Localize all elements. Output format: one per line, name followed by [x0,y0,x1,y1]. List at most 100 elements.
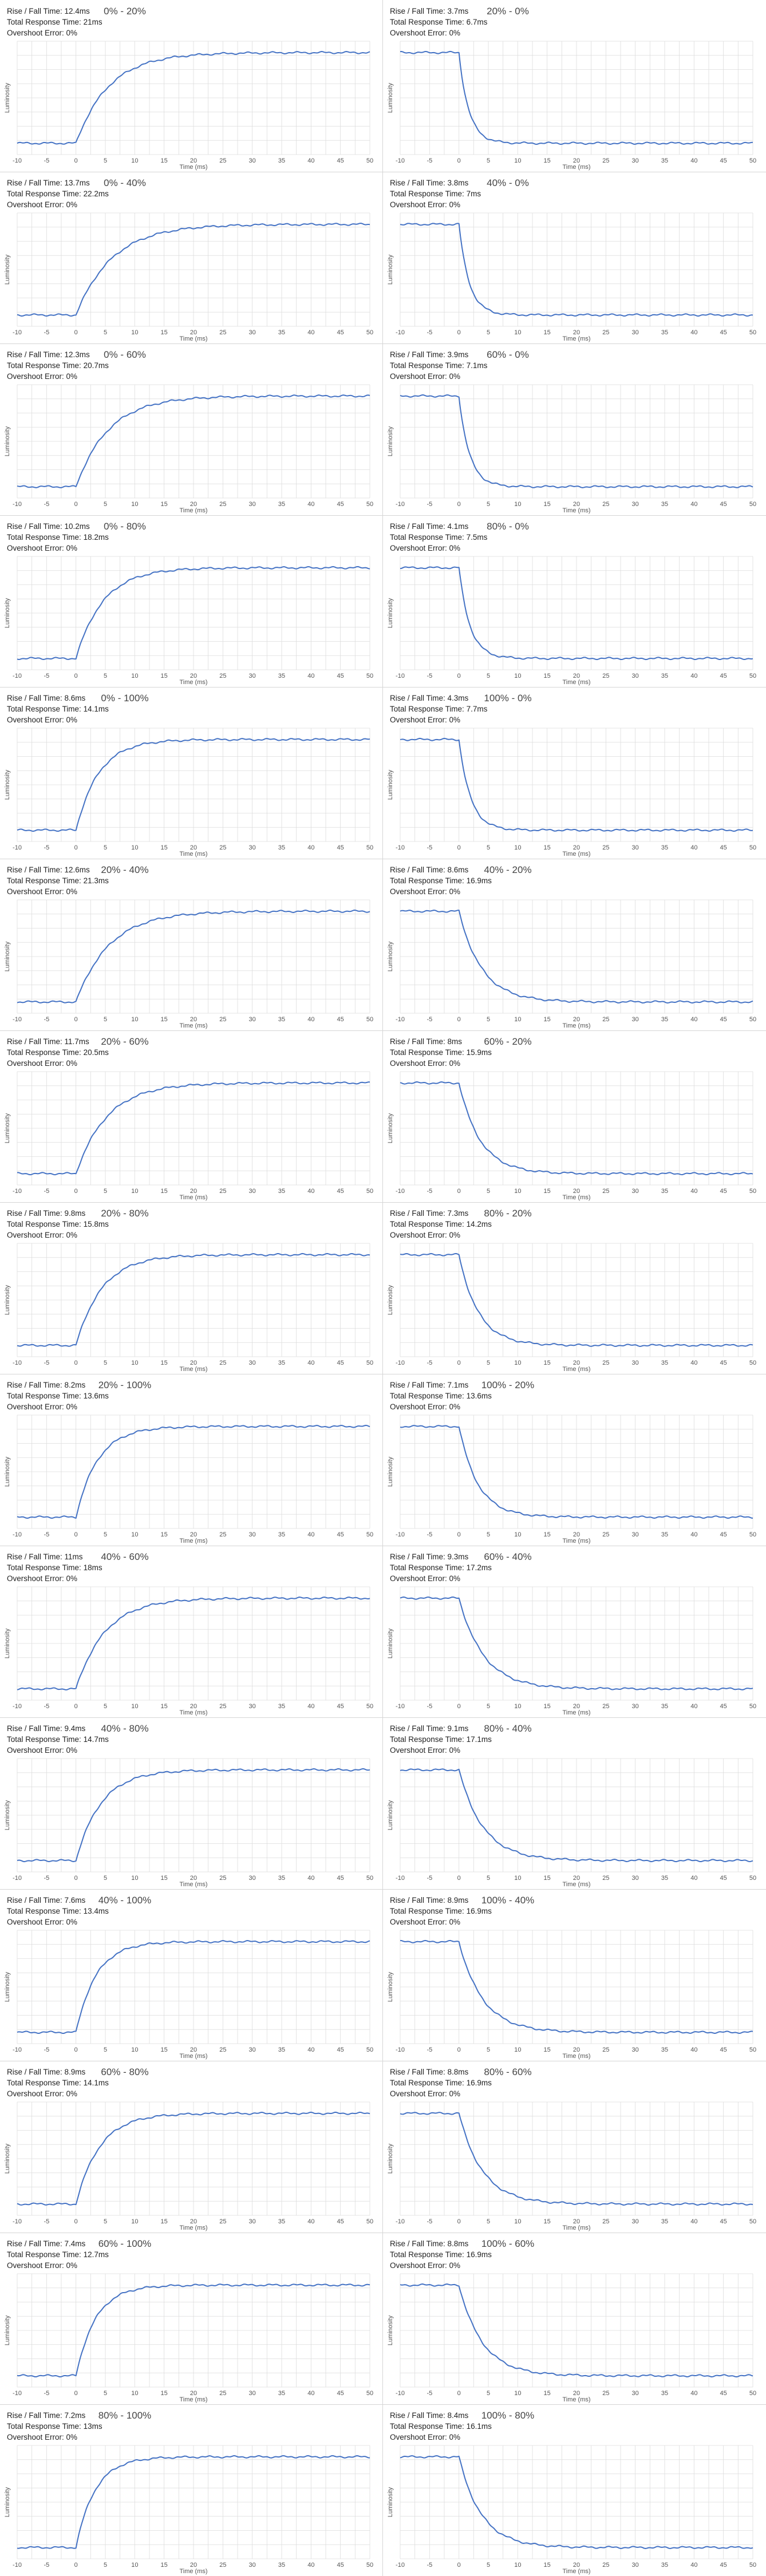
y-axis-label: Luminosity [387,1628,394,1658]
x-tick-label: 20 [573,2390,580,2397]
x-tick-label: 35 [278,501,285,508]
x-tick-label: 25 [602,329,609,336]
x-tick-label: 35 [278,844,285,851]
overshoot-error: Overshoot Error: 0% [7,2433,78,2441]
rise-fall-time: Rise / Fall Time: 7.1ms [390,1381,469,1389]
total-response-time: Total Response Time: 16.1ms [390,2422,492,2431]
x-tick-label: 0 [74,2046,78,2053]
x-tick-label: 15 [161,1531,168,1538]
chart-panel: Rise / Fall Time: 11ms Total Response Tim… [0,1546,383,1717]
x-tick-label: 10 [131,1875,138,1882]
chart-panel: Rise / Fall Time: 8.9ms Total Response Ti… [383,1889,766,2061]
chart-panel: Rise / Fall Time: 11.7ms Total Response T… [0,1030,383,1202]
x-tick-label: 20 [573,2046,580,2053]
x-tick-label: 5 [487,1360,490,1366]
chart-panel: Rise / Fall Time: 12.6ms Total Response T… [0,859,383,1030]
x-tick-label: 0 [457,157,461,164]
rise-fall-time: Rise / Fall Time: 11.7ms [7,1037,89,1046]
x-tick-label: 15 [161,501,168,508]
x-tick-label: 40 [307,1360,314,1366]
chart-panel: Rise / Fall Time: 4.3ms Total Response Ti… [383,687,766,859]
x-axis-label: Time (ms) [562,164,590,171]
x-tick-label: 45 [337,501,344,508]
chart-title: 100% - 80% [481,2410,535,2421]
chart-title: 20% - 100% [98,1380,152,1390]
x-tick-label: 15 [544,1875,551,1882]
total-response-time: Total Response Time: 16.9ms [390,876,492,885]
overshoot-error: Overshoot Error: 0% [7,1231,78,1239]
x-tick-label: 0 [74,2562,78,2569]
x-tick-label: 40 [307,1188,314,1195]
chart-plot: -10 -5 0 5 10 15 20 25 30 35 40 45 50 Time (ms) Lumino… [387,2445,756,2575]
x-tick-label: 15 [161,844,168,851]
x-tick-label: 25 [602,844,609,851]
chart-title: 100% - 0% [484,693,532,704]
x-tick-label: 0 [457,2562,461,2569]
x-tick-label: 40 [690,1188,697,1195]
x-tick-label: -10 [13,1875,22,1882]
y-axis-label: Luminosity [4,1971,11,2002]
x-tick-label: -10 [396,157,405,164]
response-stats: Rise / Fall Time: 8.9ms Total Response Ti… [390,1895,492,1927]
total-response-time: Total Response Time: 17.2ms [390,1563,492,1572]
overshoot-error: Overshoot Error: 0% [390,1231,461,1239]
x-axis-label: Time (ms) [179,2053,207,2060]
overshoot-error: Overshoot Error: 0% [7,716,78,724]
x-tick-label: 40 [307,1531,314,1538]
x-tick-label: 15 [161,2390,168,2397]
x-tick-label: 40 [307,501,314,508]
x-tick-label: -10 [13,1703,22,1710]
response-stats: Rise / Fall Time: 9.4ms Total Response Ti… [7,1723,109,1756]
x-tick-label: 35 [661,2562,668,2569]
x-axis-label: Time (ms) [562,2225,590,2231]
series-line [17,909,370,1003]
x-tick-label: 45 [337,2218,344,2225]
overshoot-error: Overshoot Error: 0% [7,2261,78,2270]
x-tick-label: 30 [249,157,256,164]
total-response-time: Total Response Time: 6.7ms [390,18,488,26]
total-response-time: Total Response Time: 13.6ms [390,1392,492,1400]
overshoot-error: Overshoot Error: 0% [7,887,78,896]
rise-fall-time: Rise / Fall Time: 8.8ms [390,2239,469,2248]
x-tick-label: 5 [104,1016,107,1023]
x-tick-label: 35 [278,1531,285,1538]
x-tick-label: 15 [544,1703,551,1710]
chart-plot: -10 -5 0 5 10 15 20 25 30 35 40 45 50 Time (ms) Lumino… [387,556,756,686]
x-axis-label: Time (ms) [179,2396,207,2403]
chart-panel: Rise / Fall Time: 12.3ms Total Response T… [0,343,383,515]
x-tick-label: 35 [661,2218,668,2225]
x-tick-label: 30 [249,1360,256,1366]
total-response-time: Total Response Time: 14.1ms [7,2079,109,2087]
x-tick-label: 50 [366,844,373,851]
x-axis-label: Time (ms) [562,1022,590,1029]
x-tick-label: 15 [544,2390,551,2397]
x-tick-label: 20 [190,2562,197,2569]
x-tick-label: 50 [366,157,373,164]
y-axis-label: Luminosity [387,2143,394,2174]
response-stats: Rise / Fall Time: 11.7ms Total Response T… [7,1036,109,1069]
x-tick-label: -10 [396,2218,405,2225]
chart-plot: -10 -5 0 5 10 15 20 25 30 35 40 45 50 Time (ms) Lumino… [4,384,373,514]
total-response-time: Total Response Time: 7.5ms [390,533,488,542]
x-tick-label: 40 [690,329,697,336]
x-tick-label: 50 [749,1360,756,1366]
rise-fall-time: Rise / Fall Time: 9.3ms [390,1552,469,1561]
x-tick-label: 25 [602,2390,609,2397]
x-tick-label: 35 [278,1016,285,1023]
x-tick-label: 10 [131,501,138,508]
chart-title: 40% - 60% [101,1551,149,1562]
chart-panel: Rise / Fall Time: 7.3ms Total Response Ti… [383,1202,766,1374]
x-tick-label: 25 [219,673,226,679]
x-tick-label: 50 [366,2046,373,2053]
response-stats: Rise / Fall Time: 4.1ms Total Response Ti… [390,521,487,554]
response-stats: Rise / Fall Time: 3.7ms Total Response Ti… [390,6,487,38]
chart-panel: Rise / Fall Time: 8ms Total Response Time… [383,1030,766,1202]
x-tick-label: 25 [602,1360,609,1366]
x-tick-label: 40 [307,329,314,336]
x-tick-label: 40 [690,2218,697,2225]
x-tick-label: 35 [278,2390,285,2397]
x-tick-label: 30 [249,329,256,336]
x-tick-label: -5 [427,1703,432,1710]
x-tick-label: 35 [661,2390,668,2397]
x-axis-label: Time (ms) [179,335,207,342]
